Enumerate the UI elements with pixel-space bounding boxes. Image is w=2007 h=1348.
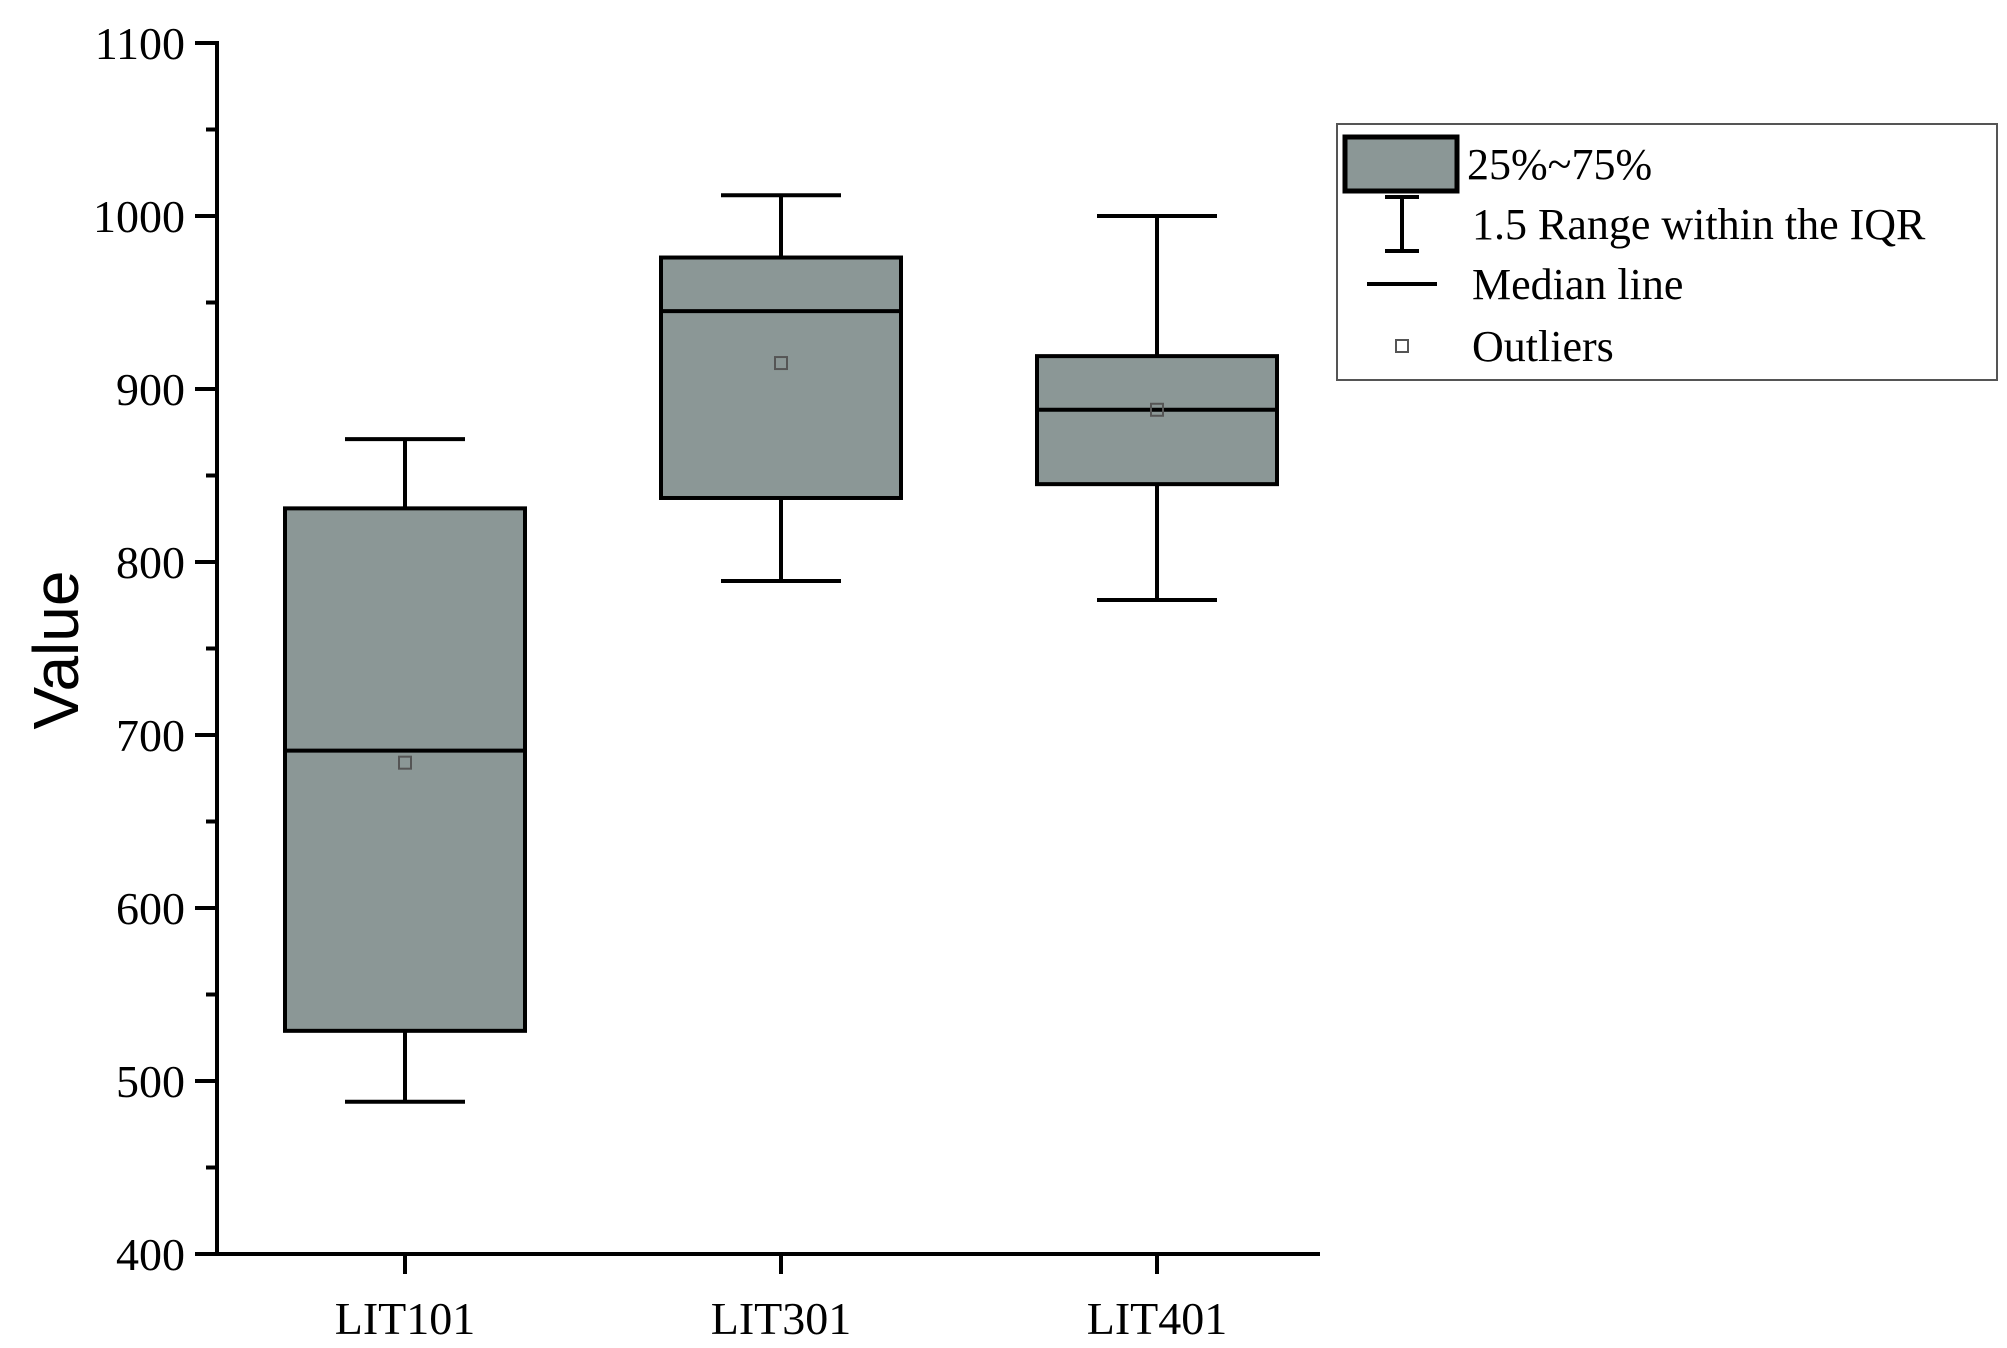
- y-axis: 400 500 600 700 800 900 1000 1100: [93, 18, 219, 1280]
- y-tick-label: 1000: [93, 191, 185, 242]
- legend-marker-swatch: [1395, 339, 1409, 353]
- y-axis-label: Value: [20, 571, 92, 730]
- y-tick-label: 800: [116, 537, 185, 588]
- legend-label: 25%~75%: [1467, 140, 1652, 189]
- iqr-box: [1035, 354, 1279, 487]
- x-axis: LIT101 LIT301 LIT401: [215, 1252, 1320, 1344]
- iqr-box: [659, 255, 903, 500]
- legend-label: 1.5 Range within the IQR: [1472, 200, 1926, 249]
- y-tick-label: 500: [116, 1056, 185, 1107]
- boxes: [283, 193, 1279, 1104]
- legend-box-swatch: [1342, 134, 1460, 194]
- x-tick-label: LIT401: [1087, 1293, 1228, 1344]
- y-tick-label: 900: [116, 364, 185, 415]
- legend-label: Outliers: [1472, 322, 1614, 371]
- box-group-lit301: [659, 193, 903, 584]
- box-group-lit101: [283, 437, 527, 1104]
- legend-label: Median line: [1472, 260, 1683, 309]
- legend: 25%~75% 1.5 Range within the IQR Median li…: [1336, 123, 1998, 381]
- mean-marker: [1150, 402, 1164, 417]
- box-group-lit401: [1035, 214, 1279, 603]
- y-tick-label: 1100: [95, 18, 185, 69]
- y-tick-label: 600: [116, 883, 185, 934]
- x-tick-label: LIT101: [335, 1293, 476, 1344]
- y-tick-label: 400: [116, 1229, 185, 1280]
- x-tick-label: LIT301: [711, 1293, 852, 1344]
- y-tick-label: 700: [116, 710, 185, 761]
- mean-marker: [774, 356, 788, 371]
- mean-marker: [398, 755, 412, 770]
